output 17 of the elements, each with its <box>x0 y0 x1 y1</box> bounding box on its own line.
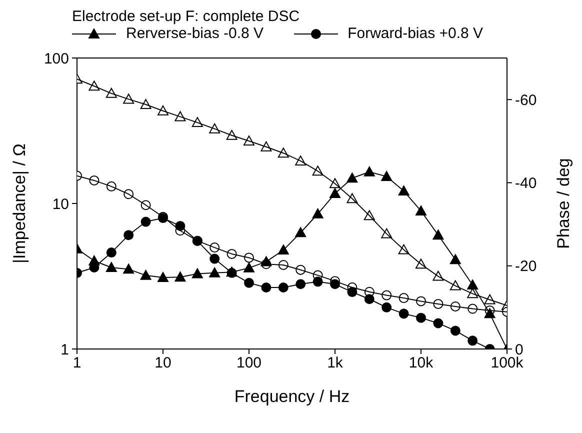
y-tick-label: 1 <box>60 341 69 358</box>
y2-axis-title: Phase / deg <box>554 158 574 249</box>
y-tick-label: 10 <box>52 196 69 213</box>
y2-tick-label: -20 <box>515 258 537 276</box>
y2-tick-label: -60 <box>515 92 537 109</box>
x-tick-label: 10 <box>154 354 172 372</box>
x-tick-label: 1k <box>327 354 344 372</box>
legend-label: Forward-bias +0.8 V <box>348 25 484 42</box>
legend-label: Rerverse-bias -0.8 V <box>126 25 264 42</box>
chart-title: Electrode set-up F: complete DSC <box>72 8 301 25</box>
x-tick-label: 100 <box>236 354 262 372</box>
x-tick-label: 10k <box>408 354 434 372</box>
y2-tick-label: -40 <box>515 175 537 192</box>
y-tick-label: 100 <box>44 50 69 68</box>
y-axis-title: |Impedance| / Ω <box>10 144 30 264</box>
x-axis-title: Frequency / Hz <box>234 387 350 406</box>
x-tick-label: 1 <box>72 354 82 372</box>
